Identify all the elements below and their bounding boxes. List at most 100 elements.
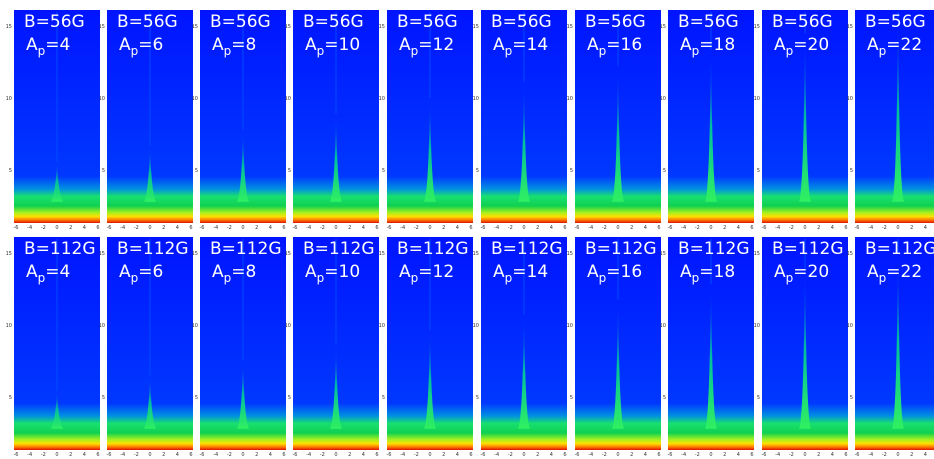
resonance-peak [330, 345, 342, 429]
amp-symbol: A [587, 35, 599, 55]
y-tick-label: 15 [754, 24, 760, 30]
x-tick-label: -4 [588, 225, 593, 231]
x-tick-label: 4 [176, 452, 179, 458]
x-tick-label: 2 [255, 225, 258, 231]
resonance-peak [892, 17, 904, 202]
panel: B=56G Ap=12 15 10 5 -6 -4 -2 0 2 4 6 [379, 10, 473, 231]
x-tick-label: -4 [868, 225, 873, 231]
y-tick-label: 5 [9, 395, 12, 401]
amp-symbol: A [26, 262, 38, 282]
amp-subscript: p [505, 271, 513, 285]
amplitude-label: Ap=16 [587, 262, 642, 285]
panel: B=112G Ap=4 15 10 5 -6 -4 -2 0 2 4 6 [6, 237, 100, 458]
amp-symbol: A [774, 35, 786, 55]
x-tick-label: 2 [723, 452, 726, 458]
y-tick-label: 10 [660, 96, 666, 102]
x-tick-label: -6 [293, 225, 298, 231]
x-tick-label: 0 [334, 225, 337, 231]
x-tick-label: -4 [27, 452, 32, 458]
x-tick-label: 6 [189, 452, 192, 458]
field-label: B=112G [397, 239, 469, 259]
x-tick-label: -4 [213, 225, 218, 231]
x-tick-label: -4 [494, 225, 499, 231]
resonance-peak [799, 269, 811, 429]
y-tick-label: 10 [754, 96, 760, 102]
x-tick-label: 4 [737, 225, 740, 231]
x-tick-label: -2 [508, 225, 513, 231]
x-tick-label: -4 [400, 225, 405, 231]
y-tick-label: 15 [660, 24, 666, 30]
amplitude-label: Ap=14 [493, 262, 548, 285]
amp-subscript: p [411, 44, 419, 58]
amplitude-label: Ap=18 [680, 35, 735, 58]
amp-value: =10 [324, 35, 360, 55]
x-tick-label: -2 [695, 452, 700, 458]
x-tick-label: 4 [269, 225, 272, 231]
x-tick-label: 2 [442, 452, 445, 458]
x-tick-label: -6 [575, 452, 580, 458]
y-tick-label: 5 [195, 395, 198, 401]
x-tick-label: -4 [588, 452, 593, 458]
field-label: B=56G [678, 12, 739, 32]
x-tick-label: 2 [69, 225, 72, 231]
resonance-peak [237, 360, 249, 429]
amplitude-label: Ap=22 [867, 35, 922, 58]
x-tick-label: 4 [362, 225, 365, 231]
amp-symbol: A [493, 262, 505, 282]
y-tick-label: 15 [6, 251, 12, 257]
amplitude-label: Ap=20 [774, 262, 829, 285]
y-tick-label: 15 [379, 251, 385, 257]
field-label: B=56G [210, 12, 271, 32]
x-tick-label: 4 [924, 225, 927, 231]
x-tick-label: 6 [375, 452, 378, 458]
x-tick-label: -4 [306, 452, 311, 458]
y-tick-label: 10 [285, 323, 291, 329]
y-tick-label: 15 [6, 24, 12, 30]
field-label: B=112G [772, 239, 844, 259]
x-tick-label: 4 [456, 452, 459, 458]
panel: B=112G Ap=10 15 10 5 -6 -4 -2 0 2 4 6 [285, 237, 379, 458]
x-tick-label: 0 [522, 225, 525, 231]
amp-subscript: p [38, 44, 46, 58]
panel: B=56G Ap=22 15 10 5 -6 -4 -2 0 2 4 6 [847, 10, 934, 231]
x-tick-label: -2 [320, 452, 325, 458]
x-tick-label: 4 [550, 452, 553, 458]
x-tick-label: -6 [668, 452, 673, 458]
x-tick-label: -2 [789, 452, 794, 458]
x-tick-label: -2 [41, 225, 46, 231]
x-tick-label: -4 [120, 225, 125, 231]
x-tick-label: -4 [306, 225, 311, 231]
resonance-peak [330, 113, 342, 202]
x-tick-label: -4 [868, 452, 873, 458]
amp-value: =14 [512, 262, 548, 282]
amp-subscript: p [879, 44, 887, 58]
x-tick-label: 0 [709, 452, 712, 458]
panel: B=56G Ap=16 15 10 5 -6 -4 -2 0 2 4 6 [567, 10, 661, 231]
y-tick-label: 15 [192, 24, 198, 30]
amp-subscript: p [38, 271, 46, 285]
panel: B=112G Ap=18 15 10 5 -6 -4 -2 0 2 4 6 [660, 237, 754, 458]
amp-symbol: A [212, 262, 224, 282]
x-tick-label: -4 [494, 452, 499, 458]
x-tick-label: 6 [469, 225, 472, 231]
y-tick-label: 15 [567, 24, 573, 30]
amp-value: =12 [418, 35, 454, 55]
amp-value: =14 [512, 35, 548, 55]
x-tick-label: 2 [910, 225, 913, 231]
panel: B=56G Ap=10 15 10 5 -6 -4 -2 0 2 4 6 [285, 10, 379, 231]
x-tick-label: 2 [723, 225, 726, 231]
x-tick-label: -4 [120, 452, 125, 458]
panel: B=56G Ap=4 15 10 5 -6 -4 -2 0 2 4 6 [6, 10, 100, 231]
y-tick-label: 15 [847, 24, 853, 30]
amp-value: =20 [793, 262, 829, 282]
x-tick-label: 4 [362, 452, 365, 458]
resonance-peak [144, 145, 156, 202]
amp-symbol: A [26, 35, 38, 55]
amp-subscript: p [224, 44, 232, 58]
x-tick-label: -6 [107, 225, 112, 231]
y-tick-label: 5 [102, 168, 105, 174]
field-label: B=112G [117, 239, 189, 259]
amp-symbol: A [680, 35, 692, 55]
x-tick-label: 6 [469, 452, 472, 458]
resonance-peak [612, 65, 624, 202]
